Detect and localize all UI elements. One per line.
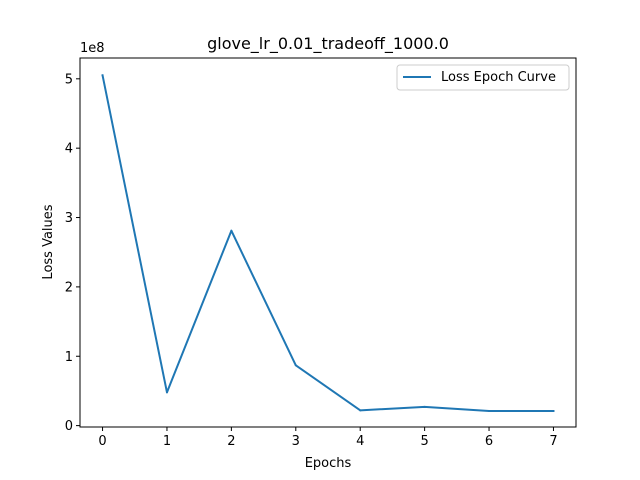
- data-point-0-2: [230, 229, 233, 232]
- y-multiplier-label: 1e8: [80, 41, 105, 56]
- x-axis-label: Epochs: [305, 456, 352, 471]
- data-point-0-6: [488, 410, 491, 413]
- x-tick-label-4: 4: [356, 434, 364, 449]
- y-tick-label-1: 1: [65, 350, 73, 365]
- data-point-0-0: [101, 74, 104, 77]
- y-tick-label-2: 2: [65, 280, 73, 295]
- series-layer: [101, 74, 555, 413]
- x-tick-label-3: 3: [292, 434, 300, 449]
- x-tick-label-6: 6: [485, 434, 493, 449]
- y-tick-label-3: 3: [65, 211, 73, 226]
- x-tick-label-1: 1: [163, 434, 171, 449]
- y-tick-label-0: 0: [65, 419, 73, 434]
- data-point-0-1: [165, 391, 168, 394]
- x-tick-label-7: 7: [549, 434, 557, 449]
- chart-title: glove_lr_0.01_tradeoff_1000.0: [207, 34, 449, 54]
- x-tick-label-5: 5: [420, 434, 428, 449]
- legend-entry-label: Loss Epoch Curve: [441, 70, 556, 85]
- plot-frame: [79, 57, 577, 428]
- data-point-0-3: [294, 364, 297, 367]
- legend: Loss Epoch Curve: [396, 64, 570, 91]
- y-axis-label: Loss Values: [41, 204, 56, 279]
- data-point-0-7: [552, 410, 555, 413]
- y-tick-label-5: 5: [65, 72, 73, 87]
- y-tick-label-4: 4: [65, 142, 73, 157]
- axis-ticks: 0 1 2 3 4 5 6 7 0 1 2 3 4 5: [65, 72, 558, 449]
- data-point-0-4: [359, 409, 362, 412]
- x-tick-label-2: 2: [227, 434, 235, 449]
- x-tick-label-0: 0: [98, 434, 106, 449]
- data-point-0-5: [423, 405, 426, 408]
- series-line-0: [101, 74, 555, 413]
- legend-box: [396, 64, 570, 91]
